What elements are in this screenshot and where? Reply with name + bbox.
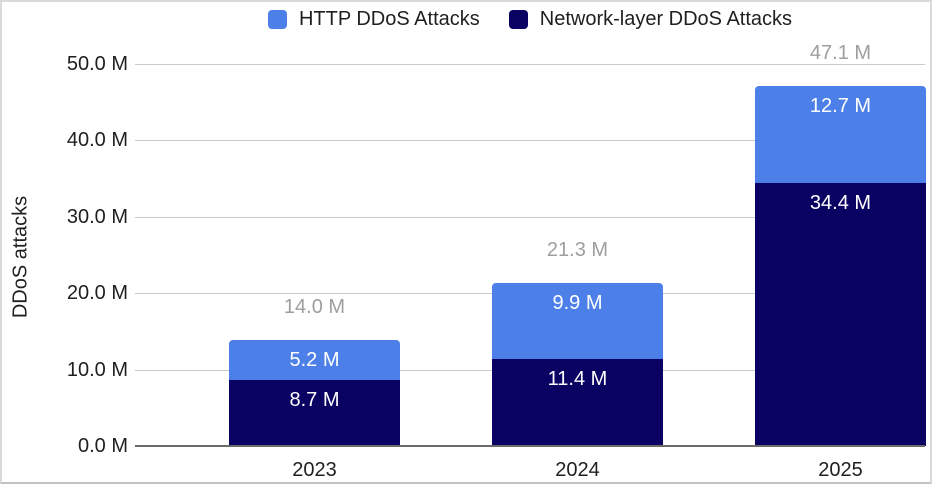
bar-2025: 12.7 M 34.4 M xyxy=(755,86,926,446)
y-tick-label-50m: 50.0 M xyxy=(66,53,128,75)
segment-value-label: 8.7 M xyxy=(289,389,340,411)
total-label-2024: 21.3 M xyxy=(546,239,609,261)
legend-label: Network-layer DDoS Attacks xyxy=(539,8,793,30)
gridline-30m xyxy=(135,216,925,218)
x-tick-label-2024: 2024 xyxy=(555,459,600,481)
bar-2024: 9.9 M 11.4 M xyxy=(492,283,663,446)
y-tick-label-10m: 10.0 M xyxy=(66,358,128,381)
legend-item-network-layer: Network-layer DDoS Attacks xyxy=(508,8,793,31)
x-tick-label-2023: 2023 xyxy=(292,459,337,481)
legend-swatch-icon xyxy=(267,10,287,29)
x-axis-line xyxy=(135,445,925,447)
segment-http-2025: 12.7 M xyxy=(755,86,926,183)
gridline-50m xyxy=(135,64,925,65)
segment-network-layer-2024: 11.4 M xyxy=(492,359,663,446)
x-tick-label-2025: 2025 xyxy=(818,459,863,481)
segment-http-2024: 9.9 M xyxy=(492,283,663,359)
plot-area: 5.2 M 8.7 M 14.0 M 9.9 M 11.4 M 21.3 M 12.7 M 3… xyxy=(135,42,926,447)
segment-network-layer-2023: 8.7 M xyxy=(229,380,400,446)
y-tick-label-40m: 40.0 M xyxy=(66,129,128,152)
segment-value-label: 9.9 M xyxy=(552,292,603,314)
segment-value-label: 11.4 M xyxy=(547,368,608,390)
legend-item-http: HTTP DDoS Attacks xyxy=(267,8,480,31)
segment-http-2023: 5.2 M xyxy=(229,340,400,380)
segment-value-label: 12.7 M xyxy=(809,95,872,117)
y-tick-label-20m: 20.0 M xyxy=(66,282,128,305)
legend-swatch-icon xyxy=(508,10,528,29)
y-tick-label-0m: 0.0 M xyxy=(77,435,128,457)
gridline-40m xyxy=(135,140,925,142)
segment-value-label: 34.4 M xyxy=(809,192,872,214)
legend-label: HTTP DDoS Attacks xyxy=(298,8,480,30)
bar-2023: 5.2 M 8.7 M xyxy=(229,340,400,446)
segment-network-layer-2025: 34.4 M xyxy=(755,183,926,446)
segment-value-label: 5.2 M xyxy=(289,349,340,371)
legend: HTTP DDoS Attacks Network-layer DDoS Atta… xyxy=(135,8,925,31)
total-label-2023: 14.0 M xyxy=(283,296,346,318)
y-tick-label-30m: 30.0 M xyxy=(66,205,128,228)
total-label-2025: 47.1 M xyxy=(809,42,872,64)
